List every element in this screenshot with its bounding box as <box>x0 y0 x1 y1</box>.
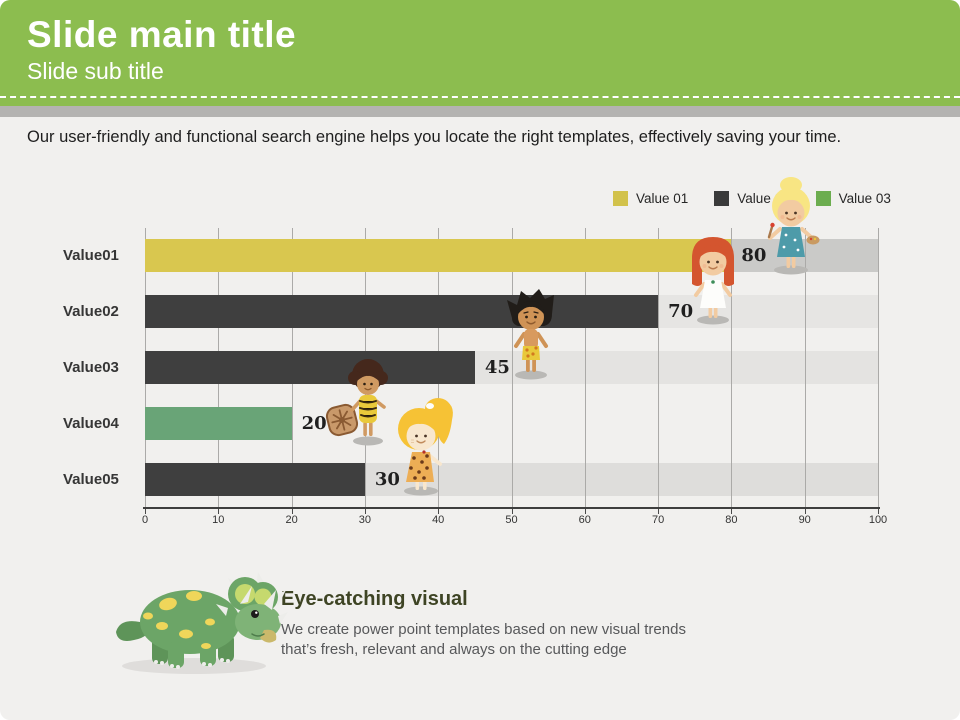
x-axis-tick-label: 90 <box>798 514 811 526</box>
category-label: Value01 <box>63 247 119 265</box>
x-axis-tickmark <box>584 509 586 514</box>
gridline <box>731 228 733 507</box>
legend-item: Value 01 <box>613 191 688 206</box>
bar-value-label: 45 <box>484 356 510 378</box>
black-haired-boy-icon <box>507 289 554 380</box>
header-dashed-divider <box>0 96 960 98</box>
legend-swatch <box>714 191 730 206</box>
footer-body-line2: that’s fresh, relevant and always on the… <box>281 641 627 658</box>
chart-row: 70 <box>145 284 878 340</box>
x-axis-tickmark <box>291 509 293 514</box>
footer-body: We create power point templates based on… <box>281 620 686 660</box>
x-axis-tickmark <box>438 509 440 514</box>
x-axis-tickmark <box>511 509 513 514</box>
red-haired-girl-icon <box>692 237 734 325</box>
slide-title: Slide main title <box>27 14 297 55</box>
x-axis-tickmark <box>218 509 220 514</box>
chart-row: 80 <box>145 228 878 284</box>
slide-header: Slide main title Slide sub title <box>0 0 960 106</box>
footer-body-line1: We create power point templates based on… <box>281 621 686 638</box>
x-axis-tick-label: 10 <box>212 514 225 526</box>
blonde-ponytail-girl-icon <box>398 398 453 496</box>
gridline <box>511 228 513 507</box>
x-axis-tickmark <box>804 509 806 514</box>
chart-legend: Value 01 Value 02 Value 03 <box>613 191 891 206</box>
x-axis-line <box>143 507 880 509</box>
bar <box>145 350 475 384</box>
x-axis-tickmark <box>658 509 660 514</box>
category-label: Value03 <box>63 358 119 376</box>
gridline <box>804 228 806 507</box>
bar-value-label: 20 <box>301 412 327 434</box>
legend-item: Value 03 <box>815 191 891 206</box>
bar <box>145 406 292 440</box>
bar <box>145 295 659 329</box>
x-axis-tick-label: 60 <box>578 514 591 526</box>
x-axis-tick-label: 50 <box>505 514 518 526</box>
gridline <box>584 228 586 507</box>
category-label: Value02 <box>63 303 119 321</box>
x-axis-tick-label: 0 <box>141 514 149 526</box>
chart-row: 20 <box>145 395 878 451</box>
blonde-bun-girl-with-palette-icon <box>767 177 820 275</box>
category-label: Value04 <box>63 414 119 432</box>
x-axis-tickmark <box>731 509 733 514</box>
footer-heading: Eye-catching visual <box>281 588 468 610</box>
x-axis-tick-label: 30 <box>358 514 372 526</box>
bar <box>145 239 732 273</box>
bar-value-label: 70 <box>668 301 694 323</box>
x-axis-tick-label: 70 <box>651 514 665 526</box>
legend-swatch <box>815 191 831 206</box>
plot-area: 80 70 45 20 30 <box>145 228 879 507</box>
x-axis-tick-label: 80 <box>725 514 738 526</box>
x-axis-tick-label: 100 <box>868 514 888 526</box>
header-gray-strip <box>0 106 960 117</box>
gridline <box>878 228 879 507</box>
legend-label: Value 03 <box>838 191 891 206</box>
afro-kid-with-wheel-icon <box>325 359 388 446</box>
slide-subtitle: Slide sub title <box>27 58 164 84</box>
gridline <box>658 228 660 507</box>
intro-text: Our user-friendly and functional search … <box>27 128 842 146</box>
x-axis-tickmark <box>145 509 146 514</box>
legend-label: Value 01 <box>636 191 689 206</box>
bar-value-label: 80 <box>741 245 767 267</box>
chart-category-labels: Value01 Value02 Value03 Value04 Value05 <box>63 228 143 507</box>
x-axis-tick-label: 20 <box>285 514 298 526</box>
bar <box>145 462 365 496</box>
x-axis-tickmark <box>878 509 879 514</box>
category-label: Value05 <box>63 470 119 488</box>
bar-value-label: 30 <box>374 468 400 490</box>
legend-swatch <box>613 191 628 206</box>
x-axis-tickmark <box>364 509 366 514</box>
x-axis-tick-label: 40 <box>432 514 445 526</box>
triceratops-dinosaur-icon <box>116 572 288 674</box>
